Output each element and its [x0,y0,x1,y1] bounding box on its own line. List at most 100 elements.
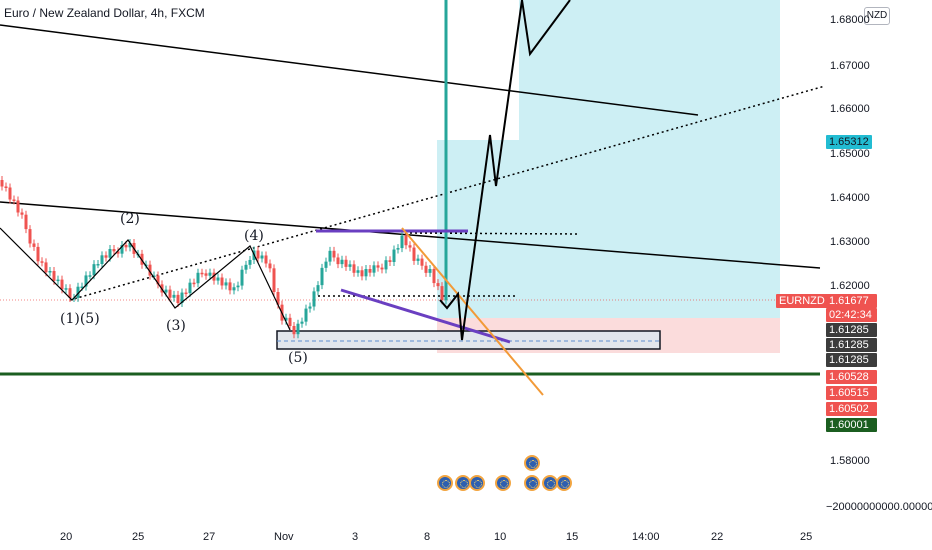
wave-label: (5) [288,350,308,366]
currency-badge[interactable]: NZD [864,7,890,25]
candle-body [164,289,168,293]
candle-body [320,267,324,286]
level-tag: 1.61285 [826,323,877,337]
price-tick: 1.67000 [830,60,870,72]
candle-body [300,321,304,324]
candle-body [124,245,128,248]
candle-body [260,255,264,259]
trendline-upper [0,24,699,116]
candle-body [40,261,44,263]
candle-body [36,246,40,262]
price-tick: 1.68000 [830,14,870,26]
candle-body [336,257,340,265]
flag-event-icon[interactable] [542,475,558,491]
candlestick-series [0,0,448,339]
wave-label: (3) [166,318,186,334]
candle-body [204,273,208,276]
candle-body [188,282,192,294]
candle-body [444,0,448,301]
candle-body [12,199,16,201]
candle-body [264,255,268,264]
candle-body [216,277,220,281]
price-tick: 1.63000 [830,236,870,248]
price-tick: 1.62000 [830,280,870,292]
symbol-tag: EURNZD [776,294,828,308]
target-zone-upper [519,0,780,318]
countdown-tag: 02:42:34 [826,308,877,322]
stop-tag: 1.60502 [826,402,877,416]
candle-body [0,180,4,187]
candle-body [248,259,252,265]
candle-body [408,245,412,248]
candle-body [224,282,228,286]
candle-body [120,245,124,254]
candle-body [156,275,160,285]
flag-event-icon[interactable] [524,475,540,491]
candle-body [272,268,276,292]
elliott-wave-path [0,227,291,331]
candle-body [288,317,292,326]
candle-body [416,258,420,261]
candle-body [96,264,100,266]
support-tag: 1.60001 [826,418,877,432]
candle-body [172,294,176,298]
time-tick: 27 [203,531,216,543]
candle-body [184,292,188,295]
candle-body [196,272,200,284]
time-tick: 8 [424,531,431,543]
candle-body [56,279,60,282]
candle-body [360,270,364,277]
level-tag: 1.61285 [826,338,877,352]
candle-body [228,282,232,291]
consolidation-box [276,330,661,350]
candle-body [412,247,416,261]
candle-body [380,267,384,270]
candle-body [80,286,84,289]
candle-body [312,291,316,307]
candle-body [180,292,184,303]
candle-body [308,306,312,309]
candle-body [404,235,408,246]
candle-body [20,212,24,215]
candle-body [68,288,72,298]
time-tick: 14:00 [632,531,660,543]
wave-label: (1)(5) [60,311,100,327]
flag-event-icon[interactable] [524,455,540,471]
stop-tag: 1.60528 [826,370,877,384]
candle-body [16,200,20,213]
purple-wedge-line [340,288,511,344]
candle-body [428,269,432,273]
candle-body [344,259,348,267]
candle-body [208,272,212,276]
target-price-tag: 1.65312 [826,135,872,149]
price-tick: 1.65000 [830,148,870,160]
price-tick: −20000000000.00000 [826,501,932,513]
candle-body [192,282,196,285]
candle-body [28,229,32,244]
candle-body [352,264,356,273]
time-tick: 25 [800,531,813,543]
candle-body [24,214,28,230]
candle-body [348,264,352,267]
time-tick: 20 [60,531,73,543]
wave-label: (2) [120,211,140,227]
candle-body [372,265,376,273]
flag-event-icon[interactable] [556,475,572,491]
candle-body [440,286,444,301]
wave-label: (4) [244,228,264,244]
candle-body [368,269,372,273]
candle-body [76,286,80,298]
flag-event-icon[interactable] [437,475,453,491]
last-price-tag: 1.61677 [826,294,877,308]
time-tick: 10 [494,531,507,543]
candle-body [256,250,260,259]
time-tick: 25 [132,531,145,543]
candle-body [64,288,68,290]
candle-body [400,235,404,249]
flag-event-icon[interactable] [495,475,511,491]
flag-event-icon[interactable] [469,475,485,491]
dotted-channel-line [69,85,826,301]
candle-body [364,269,368,277]
candle-body [436,283,440,287]
